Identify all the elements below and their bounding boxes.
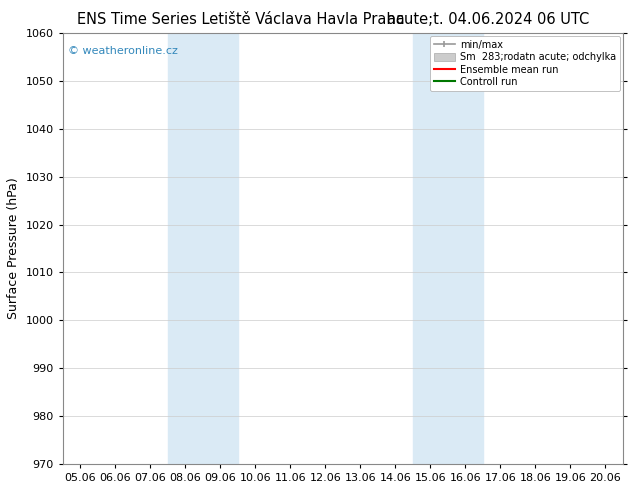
Bar [413, 33, 483, 464]
Bar [168, 33, 238, 464]
Text: © weatheronline.cz: © weatheronline.cz [68, 46, 178, 56]
Text: acute;t. 04.06.2024 06 UTC: acute;t. 04.06.2024 06 UTC [387, 12, 590, 27]
Legend: min/max, Sm  283;rodatn acute; odchylka, Ensemble mean run, Controll run: min/max, Sm 283;rodatn acute; odchylka, … [430, 36, 620, 91]
Y-axis label: Surface Pressure (hPa): Surface Pressure (hPa) [7, 178, 20, 319]
Text: ENS Time Series Letiště Václava Havla Praha: ENS Time Series Letiště Václava Havla Pr… [77, 12, 404, 27]
